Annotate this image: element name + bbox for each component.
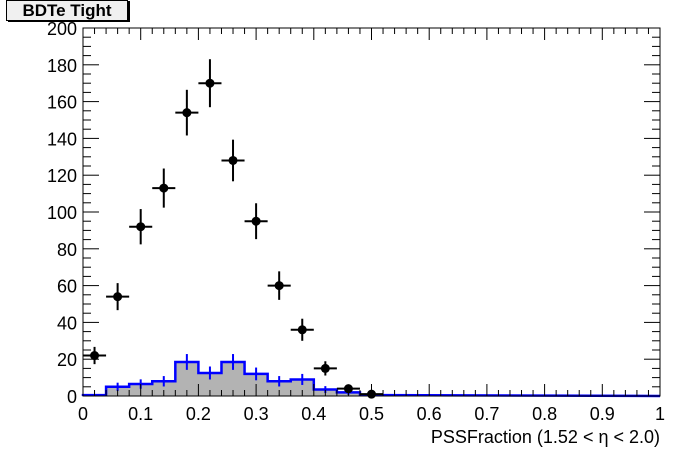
y-tick-label: 120 xyxy=(47,166,77,186)
data-point xyxy=(175,89,199,136)
x-tick-label: 0.5 xyxy=(359,404,384,424)
data-point xyxy=(359,389,384,399)
x-tick-label: 0.9 xyxy=(590,404,615,424)
x-tick-label: 0.4 xyxy=(301,404,326,424)
data-point xyxy=(221,139,245,182)
plot-frame xyxy=(82,27,661,397)
data-point-marker xyxy=(205,78,215,88)
data-point-marker xyxy=(228,155,238,165)
y-tick-label: 180 xyxy=(47,56,77,76)
y-tick-label: 20 xyxy=(57,350,77,370)
x-tick-label: 0.1 xyxy=(128,404,153,424)
x-tick-label: 0.3 xyxy=(244,404,269,424)
data-point-marker xyxy=(367,389,376,399)
y-tick-label: 40 xyxy=(57,313,77,333)
y-tick-label: 140 xyxy=(47,129,77,149)
x-tick-label: 1 xyxy=(655,404,665,424)
data-point-marker xyxy=(90,351,100,361)
histogram-fill xyxy=(83,361,660,396)
data-point-marker xyxy=(136,222,146,232)
x-tick-label: 0.8 xyxy=(532,404,557,424)
data-point xyxy=(106,283,130,311)
data-point-marker xyxy=(159,183,169,193)
data-point xyxy=(244,203,268,240)
x-tick-label: 0.6 xyxy=(417,404,442,424)
y-tick-label: 60 xyxy=(57,277,77,297)
x-tick-label: 0.7 xyxy=(474,404,499,424)
y-tick-label: 200 xyxy=(47,19,77,39)
data-point-marker xyxy=(274,281,284,291)
data-point xyxy=(198,59,222,108)
data-point-marker xyxy=(320,363,330,373)
data-point-marker xyxy=(343,384,353,394)
y-tick-label: 80 xyxy=(57,240,77,260)
data-point xyxy=(313,361,337,376)
data-point-marker xyxy=(251,216,261,226)
y-tick-label: 100 xyxy=(47,203,77,223)
x-axis-label: PSSFraction (1.52 < η < 2.0) xyxy=(431,427,660,447)
x-tick-label: 0 xyxy=(78,404,88,424)
y-tick-label: 160 xyxy=(47,93,77,113)
data-point xyxy=(83,346,107,365)
data-point xyxy=(290,318,314,341)
data-point-marker xyxy=(297,325,307,335)
y-tick-label: 0 xyxy=(67,387,77,407)
data-point xyxy=(129,209,153,245)
data-point-marker xyxy=(113,292,123,302)
chart-title: BDTe Tight xyxy=(6,0,128,21)
x-tick-label: 0.2 xyxy=(186,404,211,424)
data-point xyxy=(267,271,291,300)
data-point-marker xyxy=(182,108,192,118)
data-point xyxy=(152,168,176,208)
data-point xyxy=(336,384,360,394)
